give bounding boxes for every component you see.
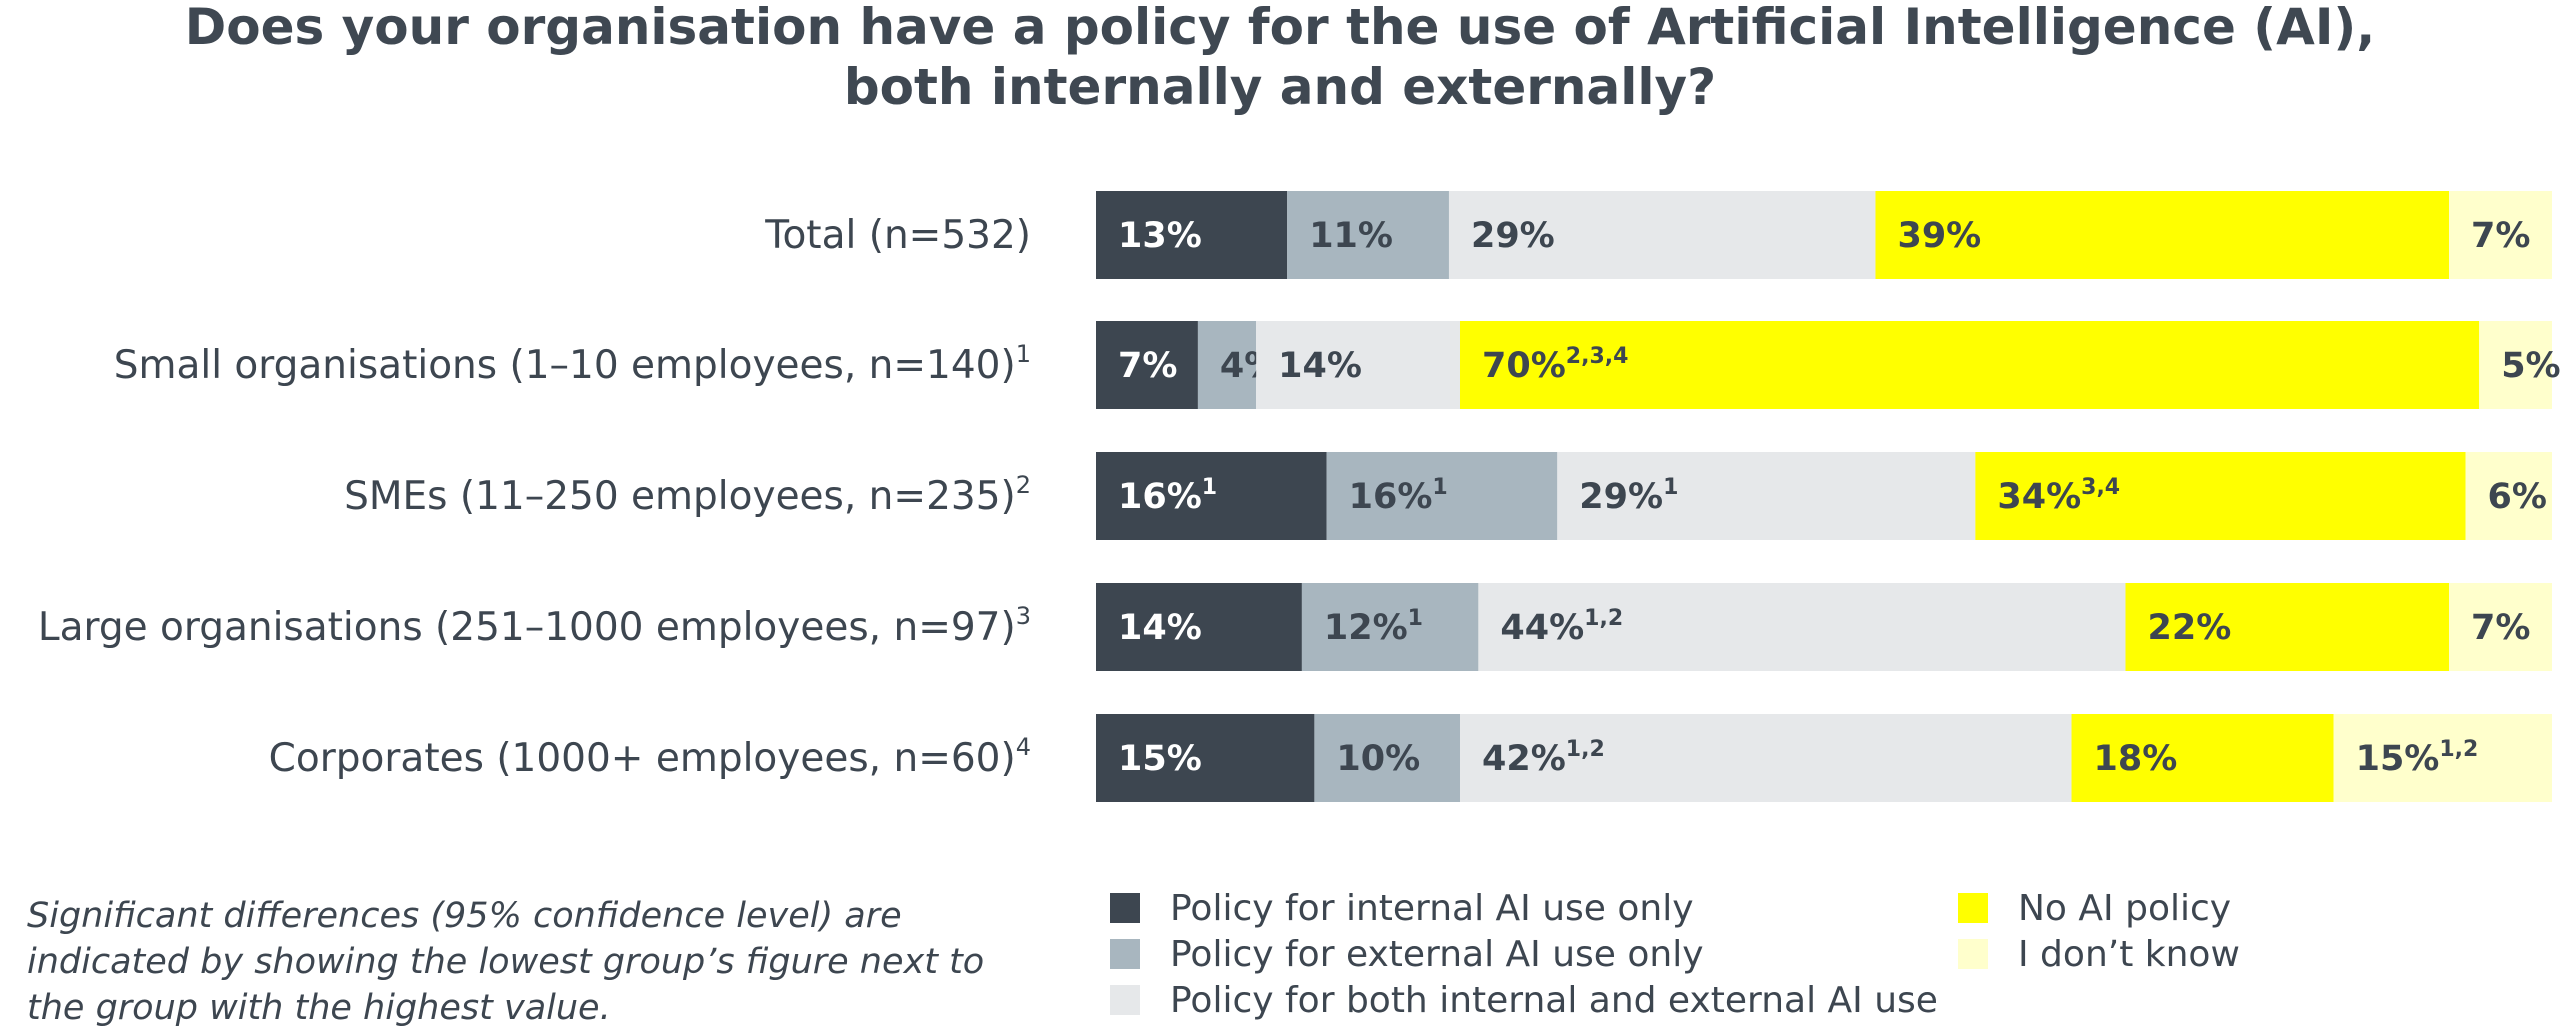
data-label: 18% xyxy=(2094,739,2178,779)
bar-segment xyxy=(2449,191,2552,279)
bar-segment xyxy=(2449,583,2552,671)
bar-segment xyxy=(1875,191,2450,279)
data-label: 42%1,2 xyxy=(1482,737,1605,779)
data-label: 16%1 xyxy=(1118,475,1217,517)
note-line-3: the group with the highest value. xyxy=(27,988,611,1028)
data-label: 7% xyxy=(2471,216,2530,256)
bar-segment xyxy=(1256,321,1460,409)
bar-segment xyxy=(1326,452,1558,540)
bar-segment xyxy=(1314,714,1460,802)
bar-segment xyxy=(1096,191,1288,279)
bar-segment xyxy=(1975,452,2466,540)
chart-title-line-1: Does your organisation have a policy for… xyxy=(184,0,2376,56)
data-label: 14% xyxy=(1118,608,1202,648)
bar-segment xyxy=(1096,714,1315,802)
legend-swatch-dont-know xyxy=(1958,939,1988,969)
legend-item-both: Policy for both internal and external AI… xyxy=(1110,977,1938,1023)
legend-item-no-policy: No AI policy xyxy=(1958,885,2231,931)
data-label: 10% xyxy=(1336,739,1420,779)
bar-segment xyxy=(1460,321,2480,409)
bar-segment xyxy=(2479,321,2552,409)
legend-item-external-only: Policy for external AI use only xyxy=(1110,931,1704,977)
legend-label-dont-know: I don’t know xyxy=(2018,933,2240,975)
bar-segment xyxy=(1478,583,2126,671)
legend-swatch-external-only xyxy=(1110,939,1140,969)
bar-segment xyxy=(1287,191,1449,279)
data-label: 70%2,3,4 xyxy=(1482,344,1628,386)
bar-segment xyxy=(1096,452,1327,540)
bar-segment xyxy=(1301,583,1479,671)
data-label: 7% xyxy=(2471,608,2530,648)
category-label: SMEs (11–250 employees, n=235)2 xyxy=(344,471,1031,519)
data-label: 6% xyxy=(2488,477,2547,517)
bar-segment xyxy=(1096,321,1198,409)
legend-label-no-policy: No AI policy xyxy=(2018,887,2232,929)
note-line-2: indicated by showing the lowest group’s … xyxy=(27,942,985,982)
data-label: 34%3,4 xyxy=(1997,475,2120,517)
bar-segment xyxy=(1460,714,2072,802)
legend-swatch-internal-only xyxy=(1110,893,1140,923)
data-label: 13% xyxy=(1118,216,1202,256)
data-label: 7% xyxy=(1118,346,1177,386)
data-label: 5% xyxy=(2501,346,2560,386)
data-label: 14% xyxy=(1278,346,1362,386)
data-label: 39% xyxy=(1897,216,1981,256)
bar-segment xyxy=(2071,714,2334,802)
category-label: Corporates (1000+ employees, n=60)4 xyxy=(269,733,1031,781)
note-line-1: Significant differences (95% confidence … xyxy=(27,896,902,936)
data-label: 22% xyxy=(2147,608,2231,648)
bar-segment xyxy=(1448,191,1876,279)
bar-segment xyxy=(1557,452,1976,540)
legend-swatch-both xyxy=(1110,985,1140,1015)
data-label: 44%1,2 xyxy=(1500,606,1623,648)
data-label: 16%1 xyxy=(1349,475,1448,517)
significance-note: Significant differences (95% confidence … xyxy=(27,893,1057,1031)
legend-item-internal-only: Policy for internal AI use only xyxy=(1110,885,1694,931)
data-label: 15%1,2 xyxy=(2356,737,2479,779)
category-label: Large organisations (251–1000 employees,… xyxy=(38,602,1031,650)
category-label: Small organisations (1–10 employees, n=1… xyxy=(114,340,1031,388)
legend-label-both: Policy for both internal and external AI… xyxy=(1170,979,1938,1021)
legend-label-external-only: Policy for external AI use only xyxy=(1170,933,1704,975)
bar-segment xyxy=(2465,452,2552,540)
bar-segment xyxy=(1096,583,1302,671)
legend-swatch-no-policy xyxy=(1958,893,1988,923)
category-label: Total (n=532) xyxy=(764,213,1031,258)
bar-segment xyxy=(2125,583,2450,671)
legend-item-dont-know: I don’t know xyxy=(1958,931,2240,977)
data-label: 29% xyxy=(1471,216,1555,256)
legend-label-internal-only: Policy for internal AI use only xyxy=(1170,887,1694,929)
data-label: 11% xyxy=(1309,216,1393,256)
data-label: 29%1 xyxy=(1579,475,1678,517)
bar-segment xyxy=(1197,321,1257,409)
data-label: 15% xyxy=(1118,739,1202,779)
chart-title-line-2: both internally and externally? xyxy=(843,58,1717,116)
data-label: 12%1 xyxy=(1324,606,1423,648)
bar-segment xyxy=(2333,714,2552,802)
